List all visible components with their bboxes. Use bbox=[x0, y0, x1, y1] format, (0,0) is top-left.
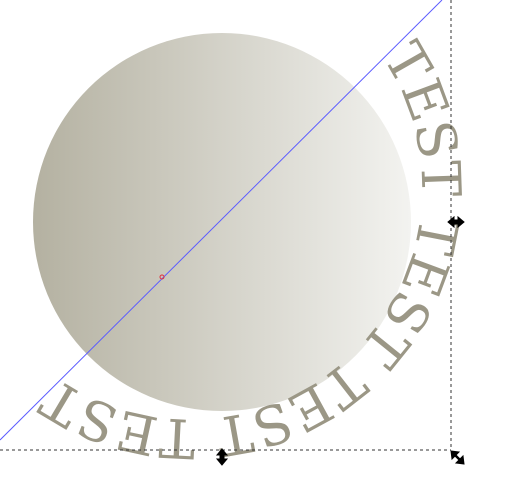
gradient-circle[interactable] bbox=[33, 33, 411, 411]
rotation-center-icon[interactable] bbox=[159, 274, 165, 280]
scale-horizontal-arrow-icon[interactable] bbox=[447, 215, 465, 229]
gradient-guide-line[interactable] bbox=[0, 0, 443, 441]
scale-diagonal-arrow-icon[interactable] bbox=[450, 450, 465, 465]
scale-vertical-arrow-icon[interactable] bbox=[215, 448, 229, 466]
